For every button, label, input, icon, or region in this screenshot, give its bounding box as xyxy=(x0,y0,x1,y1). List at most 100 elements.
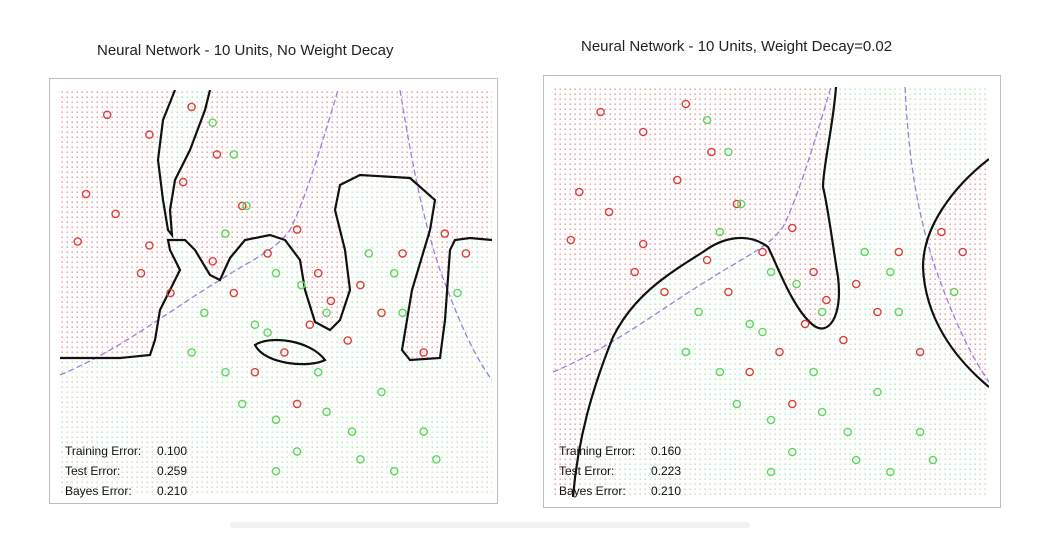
green-class-point xyxy=(817,407,827,417)
red-class-point xyxy=(574,187,584,197)
green-class-point xyxy=(356,454,365,464)
red-class-point xyxy=(145,241,154,250)
bayes-error-value: 0.210 xyxy=(651,484,682,498)
red-class-point xyxy=(440,229,450,238)
green-class-point xyxy=(199,308,209,318)
red-class-point xyxy=(638,239,648,249)
green-class-point xyxy=(271,268,281,278)
bayes-error-row: Bayes Error: 0.210 xyxy=(65,481,187,501)
green-class-point xyxy=(398,308,407,318)
green-class-point xyxy=(208,118,217,128)
green-class-point xyxy=(736,199,746,209)
red-class-point xyxy=(707,147,716,157)
panel-title-left: Neural Network - 10 Units, No Weight Dec… xyxy=(97,42,394,59)
decision-boundary xyxy=(60,90,492,366)
red-class-point xyxy=(724,287,733,297)
error-stats-right: Training Error: 0.160 Test Error: 0.223 Ba… xyxy=(559,441,681,501)
green-class-point xyxy=(851,455,861,465)
error-stats-left: Training Error: 0.100 Test Error: 0.259 Ba… xyxy=(65,441,187,501)
test-error-value: 0.259 xyxy=(157,464,188,478)
red-class-point xyxy=(745,367,754,377)
green-class-point xyxy=(715,367,725,377)
green-class-point xyxy=(250,320,260,329)
green-class-point xyxy=(732,399,742,409)
green-class-point xyxy=(694,307,703,317)
red-class-point xyxy=(630,267,639,277)
red-class-point xyxy=(775,347,784,357)
green-class-point xyxy=(322,407,331,417)
green-class-point xyxy=(787,447,797,457)
red-class-point xyxy=(377,308,386,318)
red-class-point xyxy=(851,279,861,289)
green-class-point xyxy=(377,387,386,397)
red-region xyxy=(553,87,839,497)
red-class-point xyxy=(839,335,848,345)
red-class-point xyxy=(787,223,797,233)
green-class-point xyxy=(313,367,323,377)
green-class-point xyxy=(873,387,882,397)
red-class-point xyxy=(958,247,968,257)
red-class-point xyxy=(280,348,289,357)
plot-left xyxy=(60,90,492,496)
training-error-value: 0.160 xyxy=(651,444,682,458)
red-class-point xyxy=(673,175,682,185)
red-class-point xyxy=(702,255,712,265)
red-class-point xyxy=(208,256,217,266)
red-class-point xyxy=(313,268,323,278)
green-class-point xyxy=(894,307,904,317)
green-class-point xyxy=(724,147,733,157)
red-class-point xyxy=(178,177,188,187)
green-class-point xyxy=(271,466,281,476)
red-class-point xyxy=(187,102,196,112)
red-class-point xyxy=(250,367,260,377)
panel-title-right: Neural Network - 10 Units, Weight Decay=… xyxy=(581,38,893,55)
red-class-point xyxy=(596,107,605,117)
red-class-point xyxy=(81,189,91,199)
red-class-point xyxy=(237,201,247,211)
green-class-point xyxy=(949,287,959,297)
red-class-point xyxy=(566,235,576,245)
test-error-value: 0.223 xyxy=(651,464,682,478)
green-class-point xyxy=(915,427,925,437)
green-class-point xyxy=(187,348,196,357)
training-error-row: Training Error: 0.100 xyxy=(65,441,187,461)
red-class-point xyxy=(136,268,146,278)
red-class-point xyxy=(111,209,120,219)
red-class-point xyxy=(758,247,767,257)
training-error-label: Training Error: xyxy=(559,444,636,458)
green-class-point xyxy=(221,367,230,377)
red-class-point xyxy=(461,249,471,258)
test-error-row: Test Error: 0.259 xyxy=(65,461,187,481)
red-class-point xyxy=(732,199,742,209)
green-class-point xyxy=(766,467,776,477)
green-class-point xyxy=(715,227,725,237)
red-class-point xyxy=(873,307,882,317)
red-class-point xyxy=(809,267,818,277)
test-error-row: Test Error: 0.223 xyxy=(559,461,681,481)
test-error-label: Test Error: xyxy=(65,464,121,478)
green-class-point xyxy=(453,288,462,298)
red-class-point xyxy=(681,99,691,109)
green-class-point xyxy=(758,327,767,337)
red-class-point xyxy=(822,295,831,305)
red-class-point xyxy=(937,227,946,237)
green-class-point xyxy=(271,415,281,425)
red-class-point xyxy=(145,130,154,139)
red-region-right xyxy=(923,159,989,387)
test-error-label: Test Error: xyxy=(559,464,615,478)
red-class-point xyxy=(660,287,669,297)
green-class-point xyxy=(364,249,374,258)
red-class-point xyxy=(292,225,302,234)
bayes-error-row: Bayes Error: 0.210 xyxy=(559,481,681,501)
green-class-point xyxy=(681,347,691,357)
bayes-error-label: Bayes Error: xyxy=(559,484,626,498)
bottom-divider xyxy=(230,522,750,528)
green-class-point xyxy=(347,427,357,436)
green-class-point xyxy=(766,415,776,425)
decision-boundary xyxy=(571,87,989,497)
plot-right xyxy=(553,87,989,497)
training-error-label: Training Error: xyxy=(65,444,142,458)
red-class-point xyxy=(419,348,429,357)
scatter-points-left xyxy=(73,102,471,476)
green-class-point xyxy=(928,455,938,465)
